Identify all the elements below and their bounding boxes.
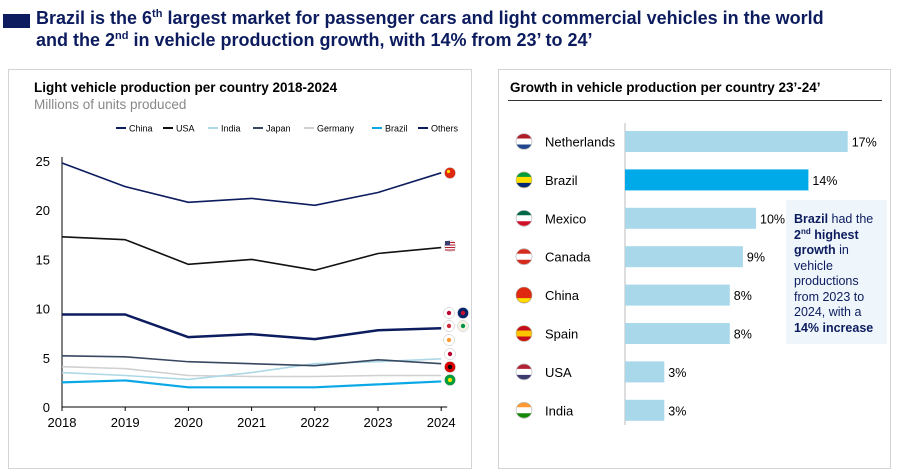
canada-flag-bottom (516, 259, 532, 265)
china-flag-top (516, 287, 532, 293)
bar-brazil (625, 169, 809, 191)
china-flag-icon (444, 167, 456, 179)
bar-china (625, 284, 730, 306)
legend-label: Japan (266, 124, 291, 134)
japan-flag-icon-center (446, 310, 452, 316)
mexico-flag-top (516, 210, 532, 216)
legend-label: Germany (317, 124, 355, 134)
x-tick-label: 2022 (300, 415, 329, 430)
spain-flag-top (516, 325, 532, 331)
bar-india (625, 399, 665, 421)
brazil-flag-bottom (516, 182, 532, 188)
bar-category-label: Mexico (545, 211, 586, 226)
uk-flag-icon-center (460, 310, 466, 316)
series-line-usa (61, 235, 442, 272)
line-chart-panel (8, 69, 472, 469)
line-chart-title: Light vehicle production per country 201… (34, 80, 338, 95)
legend-label: India (221, 124, 241, 134)
x-tick-label: 2020 (174, 415, 203, 430)
china-flag-icon-star (446, 169, 451, 174)
legend-label: Others (431, 124, 459, 134)
title-marker (3, 14, 30, 28)
x-tick-label: 2018 (48, 415, 77, 430)
bar-chart-title: Growth in vehicle production per country… (510, 80, 821, 95)
india-flag-icon-center (446, 337, 452, 343)
bar-value-label: 8% (734, 289, 752, 303)
brazil-callout: Brazil had the 2nd highest growth in veh… (786, 200, 887, 344)
series-line-others (62, 313, 442, 341)
brazil-flag-icon-center (447, 377, 453, 383)
india-flag-bottom (516, 413, 532, 418)
china-flag-bottom (516, 298, 532, 303)
series-line-india (61, 357, 442, 381)
bar-value-label: 10% (760, 212, 785, 226)
legend-label: USA (176, 124, 195, 134)
bar-chart-title-rule (508, 100, 882, 101)
series-line-germany (61, 365, 442, 378)
x-tick-label: 2019 (111, 415, 140, 430)
y-tick-label: 15 (36, 252, 50, 267)
y-tick-label: 5 (43, 351, 50, 366)
india-flag-top (516, 402, 532, 408)
series-line-brazil (61, 379, 442, 389)
bar-spain (625, 323, 730, 344)
series-line-japan (61, 355, 442, 367)
netherlands-flag-bottom (516, 144, 532, 150)
bar-value-label: 9% (747, 251, 765, 265)
bar-value-label: 3% (668, 366, 686, 380)
line-chart-subtitle: Millions of units produced (34, 97, 187, 112)
bar-mexico (625, 207, 756, 229)
bar-category-label: USA (545, 365, 572, 380)
bar-category-label: China (545, 288, 580, 303)
usa-flag-bottom (516, 374, 532, 380)
page-title: Brazil is the 6th largest market for pas… (36, 8, 824, 50)
usa-flag-icon-canton (445, 241, 450, 246)
bar-category-label: Netherlands (545, 135, 616, 150)
bar-value-label: 17% (852, 136, 877, 150)
brazil-flag-top (516, 172, 532, 177)
spain-flag-bottom (516, 336, 532, 342)
netherlands-flag-top (516, 133, 532, 139)
germany-flag-icon-center (447, 364, 453, 370)
bar-category-label: Brazil (545, 173, 578, 188)
bar-value-label: 14% (812, 174, 837, 188)
series-line-china (61, 162, 442, 207)
bar-category-label: Spain (545, 327, 578, 342)
mexico-flag-icon-center (446, 323, 452, 329)
korea-flag-icon-center (447, 351, 453, 357)
bar-netherlands (625, 131, 848, 152)
canada-flag-top (516, 249, 532, 254)
bar-category-label: India (545, 403, 574, 418)
y-tick-label: 20 (36, 203, 50, 218)
bar-usa (625, 361, 665, 383)
bar-canada (625, 246, 743, 268)
italy-flag-icon-center (460, 323, 466, 329)
bar-value-label: 8% (734, 328, 752, 342)
x-tick-label: 2021 (237, 415, 266, 430)
y-tick-label: 0 (43, 400, 50, 415)
bar-category-label: Canada (545, 250, 591, 265)
x-tick-label: 2023 (364, 415, 393, 430)
x-tick-label: 2024 (427, 415, 456, 430)
usa-flag-top (516, 364, 532, 369)
legend-label: China (129, 124, 153, 134)
mexico-flag-bottom (516, 221, 532, 226)
y-tick-label: 25 (36, 154, 50, 169)
y-tick-label: 10 (36, 302, 50, 317)
bar-value-label: 3% (668, 404, 686, 418)
legend-label: Brazil (385, 124, 408, 134)
